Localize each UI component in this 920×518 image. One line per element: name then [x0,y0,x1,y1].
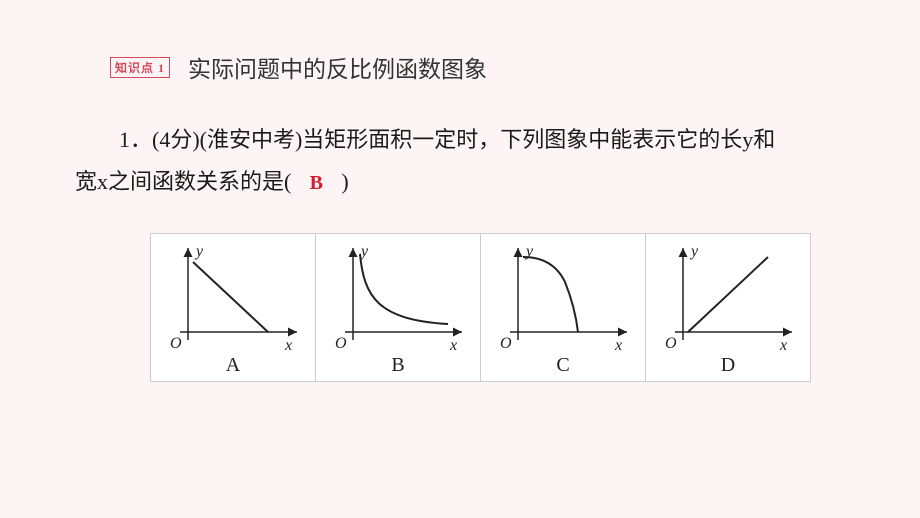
graph-label-c: C [493,354,633,377]
svg-text:O: O [500,335,512,352]
graph-option-c: y x OC [481,234,646,381]
graph-option-a: y x OA [151,234,316,381]
svg-text:O: O [335,335,347,352]
svg-text:y: y [689,243,699,260]
graph-option-d: y x OD [646,234,810,381]
graph-option-b: y x OB [316,234,481,381]
graph-svg-c: y x O [493,242,633,352]
svg-text:y: y [359,243,369,260]
question-text-3: ) [341,169,348,194]
graph-svg-d: y x O [658,242,798,352]
graph-label-a: A [163,354,303,377]
knowledge-title: 实际问题中的反比例函数图象 [188,50,487,84]
question-block: 1．(4分)(淮安中考)当矩形面积一定时，下列图象中能表示它的长y和 宽x之间函… [70,119,850,203]
graph-svg-a: y x O [163,242,303,352]
knowledge-badge: 知识点 1 [110,57,170,78]
question-text-2: 宽x之间函数关系的是( [75,169,291,194]
svg-text:x: x [284,337,292,352]
graph-svg-b: y x O [328,242,468,352]
svg-text:x: x [779,337,787,352]
svg-text:y: y [524,243,534,260]
question-line-2: 宽x之间函数关系的是(B) [75,161,850,203]
svg-text:y: y [194,243,204,260]
question-line-1: 1．(4分)(淮安中考)当矩形面积一定时，下列图象中能表示它的长y和 [75,119,850,161]
svg-text:O: O [170,335,182,352]
knowledge-header: 知识点 1 实际问题中的反比例函数图象 [110,50,850,84]
graphs-container: yxOAyxOByxOCyxOD [150,233,811,382]
answer-letter: B [291,164,341,202]
svg-text:x: x [449,337,457,352]
graph-label-b: B [328,354,468,377]
graph-label-d: D [658,354,798,377]
svg-text:O: O [665,335,677,352]
svg-text:x: x [614,337,622,352]
